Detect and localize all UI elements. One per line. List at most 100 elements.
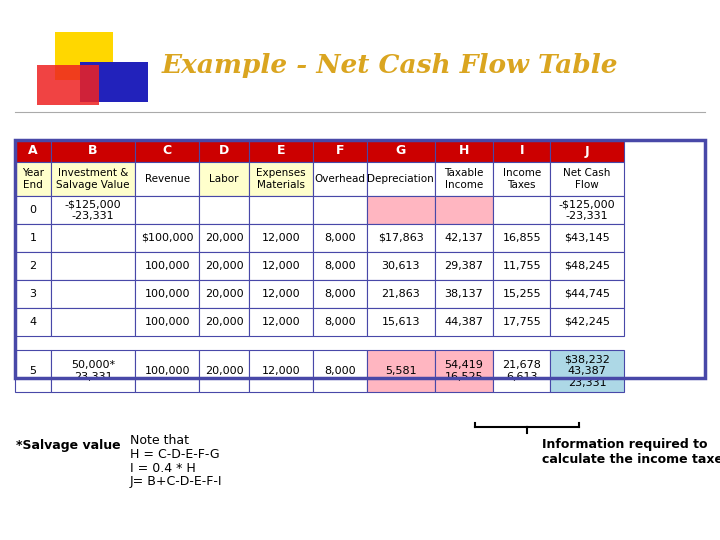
Bar [51,350,135,392]
Text: 100,000: 100,000 [145,261,190,271]
Text: B: B [89,145,98,158]
Bar [249,224,313,252]
Bar [551,224,624,252]
Text: J: J [585,145,590,158]
Text: 0: 0 [30,205,37,215]
Bar [367,308,435,336]
Text: 44,387: 44,387 [444,317,483,327]
Text: -$125,000
-23,331: -$125,000 -23,331 [559,199,616,221]
Bar [313,224,367,252]
Bar [367,224,435,252]
Bar [199,308,249,336]
Text: $42,245: $42,245 [564,317,610,327]
Bar [249,162,313,196]
Bar [493,350,551,392]
Text: Income
Taxes: Income Taxes [503,168,541,190]
Text: Net Cash
Flow: Net Cash Flow [563,168,611,190]
Bar [313,162,367,196]
Text: G: G [395,145,406,158]
Text: 8,000: 8,000 [324,261,356,271]
Bar [135,196,199,224]
Bar [367,140,435,162]
Bar [435,224,493,252]
Bar [199,140,249,162]
Text: 3: 3 [30,289,37,299]
Text: 15,613: 15,613 [382,317,420,327]
Text: I = 0.4 * H: I = 0.4 * H [130,462,196,475]
Bar [199,196,249,224]
Text: Labor: Labor [210,174,239,184]
Bar [37,65,99,105]
Bar [135,162,199,196]
Text: 1: 1 [30,233,37,243]
Bar [551,162,624,196]
Bar [135,350,199,392]
Bar [51,196,135,224]
Bar [367,252,435,280]
Text: 100,000: 100,000 [145,366,190,376]
Text: $44,745: $44,745 [564,289,610,299]
Text: 20,000: 20,000 [204,261,243,271]
Bar [435,162,493,196]
Bar [51,224,135,252]
Text: 12,000: 12,000 [261,261,300,271]
Text: D: D [219,145,229,158]
Bar [313,280,367,308]
Text: Expenses
Materials: Expenses Materials [256,168,306,190]
Bar [313,350,367,392]
Bar [15,162,51,196]
Text: 12,000: 12,000 [261,317,300,327]
Bar [435,252,493,280]
Bar [249,350,313,392]
Text: 2: 2 [30,261,37,271]
Bar [313,252,367,280]
Bar [51,280,135,308]
Bar [199,224,249,252]
Bar [313,140,367,162]
Text: E: E [276,145,285,158]
Text: 17,755: 17,755 [503,317,541,327]
Bar [15,140,705,378]
Text: 8,000: 8,000 [324,317,356,327]
Bar [51,308,135,336]
Text: Example - Net Cash Flow Table: Example - Net Cash Flow Table [162,52,618,78]
Text: *Salvage value: *Salvage value [16,438,121,451]
Text: H: H [459,145,469,158]
Text: Depreciation: Depreciation [367,174,434,184]
Bar [313,308,367,336]
Bar [493,196,551,224]
Text: H = C-D-E-F-G: H = C-D-E-F-G [130,448,220,461]
Bar [551,280,624,308]
Text: 20,000: 20,000 [204,233,243,243]
Bar [249,280,313,308]
Bar [15,308,51,336]
Text: Overhead: Overhead [315,174,366,184]
Text: 8,000: 8,000 [324,289,356,299]
Bar [493,224,551,252]
Bar [435,196,493,224]
Text: -$125,000
-23,331: -$125,000 -23,331 [65,199,121,221]
Bar [249,140,313,162]
Text: 29,387: 29,387 [444,261,483,271]
Bar [493,140,551,162]
Text: 5,581: 5,581 [385,366,417,376]
Bar [15,140,51,162]
Bar [55,32,113,80]
Text: 54,419
16,525: 54,419 16,525 [444,360,483,382]
Text: Investment &
Salvage Value: Investment & Salvage Value [56,168,130,190]
Text: 15,255: 15,255 [503,289,541,299]
Text: $43,145: $43,145 [564,233,610,243]
Bar [199,280,249,308]
Text: Year
End: Year End [22,168,44,190]
Text: $48,245: $48,245 [564,261,610,271]
Bar [249,252,313,280]
Bar [493,280,551,308]
Bar [51,140,135,162]
Bar [135,252,199,280]
Bar [199,350,249,392]
Bar [493,252,551,280]
Text: 20,000: 20,000 [204,289,243,299]
Bar [15,280,51,308]
Bar [367,280,435,308]
Text: Note that: Note that [130,434,189,447]
